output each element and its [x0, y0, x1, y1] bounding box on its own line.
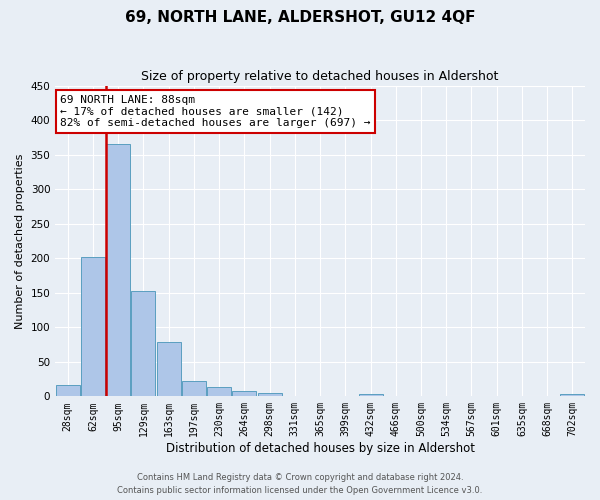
Text: 69, NORTH LANE, ALDERSHOT, GU12 4QF: 69, NORTH LANE, ALDERSHOT, GU12 4QF	[125, 10, 475, 25]
Text: Contains HM Land Registry data © Crown copyright and database right 2024.
Contai: Contains HM Land Registry data © Crown c…	[118, 474, 482, 495]
Bar	[359, 394, 383, 396]
Bar	[106, 144, 130, 396]
Bar	[56, 386, 80, 396]
Bar	[560, 394, 584, 396]
Text: 69 NORTH LANE: 88sqm
← 17% of detached houses are smaller (142)
82% of semi-deta: 69 NORTH LANE: 88sqm ← 17% of detached h…	[61, 95, 371, 128]
Bar	[81, 257, 105, 396]
Bar	[131, 290, 155, 397]
Bar	[157, 342, 181, 396]
X-axis label: Distribution of detached houses by size in Aldershot: Distribution of detached houses by size …	[166, 442, 475, 455]
Y-axis label: Number of detached properties: Number of detached properties	[15, 154, 25, 328]
Bar	[182, 381, 206, 396]
Bar	[257, 393, 281, 396]
Bar	[232, 391, 256, 396]
Title: Size of property relative to detached houses in Aldershot: Size of property relative to detached ho…	[142, 70, 499, 83]
Bar	[207, 388, 231, 396]
